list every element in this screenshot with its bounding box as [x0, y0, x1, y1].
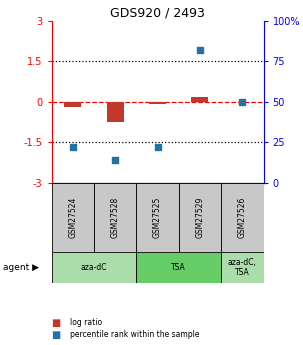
Bar: [136, 183, 179, 252]
Text: aza-dC,
TSA: aza-dC, TSA: [228, 258, 257, 277]
Bar: [221, 183, 264, 252]
Point: [198, 47, 202, 53]
Text: GSM27529: GSM27529: [195, 197, 205, 238]
Title: GDS920 / 2493: GDS920 / 2493: [110, 7, 205, 20]
Bar: [136, 252, 221, 283]
Text: agent ▶: agent ▶: [3, 263, 39, 272]
Point: [113, 157, 118, 163]
Text: ■: ■: [52, 318, 61, 327]
Bar: [52, 252, 136, 283]
Text: percentile rank within the sample: percentile rank within the sample: [70, 330, 199, 339]
Bar: [64, 102, 81, 107]
Bar: [52, 183, 94, 252]
Bar: [179, 183, 221, 252]
Point: [70, 145, 75, 150]
Text: GSM27528: GSM27528: [111, 197, 120, 238]
Text: GSM27524: GSM27524: [68, 197, 77, 238]
Text: GSM27526: GSM27526: [238, 197, 247, 238]
Text: GSM27525: GSM27525: [153, 197, 162, 238]
Point: [240, 99, 245, 105]
Bar: [149, 102, 166, 104]
Text: log ratio: log ratio: [70, 318, 102, 327]
Bar: [94, 183, 136, 252]
Text: aza-dC: aza-dC: [81, 263, 107, 272]
Bar: [107, 102, 124, 122]
Bar: [221, 252, 264, 283]
Text: TSA: TSA: [171, 263, 186, 272]
Text: ■: ■: [52, 330, 61, 339]
Bar: [191, 97, 208, 102]
Point: [155, 145, 160, 150]
